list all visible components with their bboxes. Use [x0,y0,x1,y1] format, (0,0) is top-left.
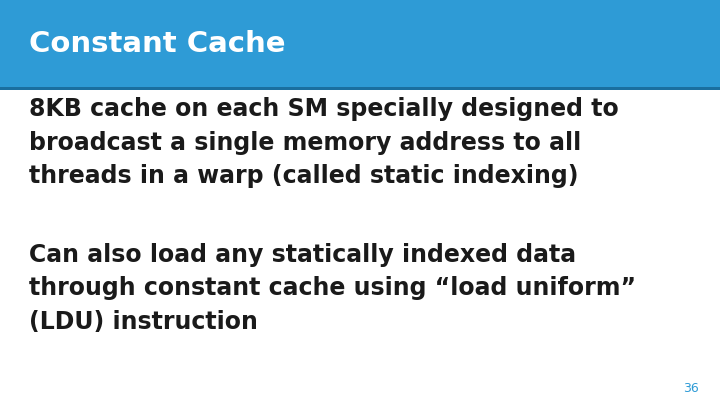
Text: 8KB cache on each SM specially designed to
broadcast a single memory address to : 8KB cache on each SM specially designed … [29,97,618,188]
Bar [0,0,720,87]
Text: 36: 36 [683,382,698,395]
Text: Can also load any statically indexed data
through constant cache using “load uni: Can also load any statically indexed dat… [29,243,636,334]
Bar [0,87,720,90]
Text: Constant Cache: Constant Cache [29,30,285,58]
